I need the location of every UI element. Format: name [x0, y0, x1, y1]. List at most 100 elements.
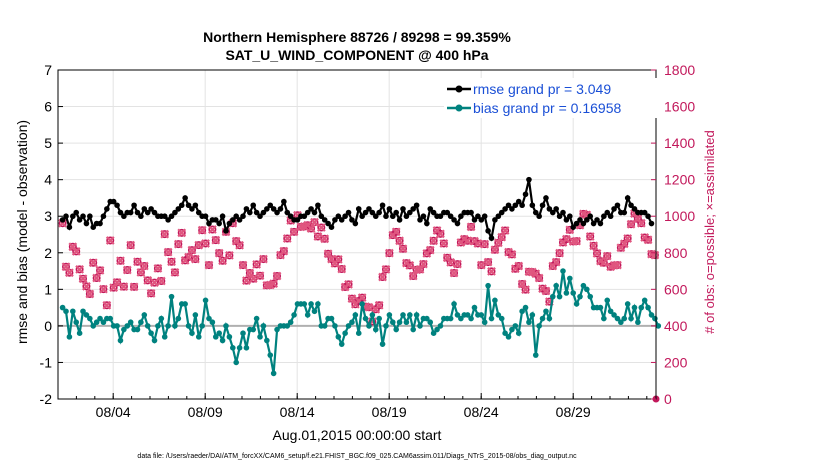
assimilated-obs-stroke [636, 218, 646, 228]
rmse-point [355, 206, 362, 212]
assimilated-obs-stroke [197, 225, 207, 235]
assimilated-obs-point [589, 241, 599, 251]
assimilated-obs-point [613, 260, 622, 270]
assimilated-obs-point [184, 252, 193, 262]
rmse-point [396, 217, 403, 223]
rmse-point [138, 213, 144, 220]
possible-obs-point [79, 274, 88, 283]
assimilated-obs-point [466, 222, 476, 232]
rmse-point [73, 209, 80, 216]
possible-obs-point [242, 276, 251, 285]
assimilated-obs-stroke [466, 222, 476, 232]
bias-point [376, 315, 382, 322]
rmse-point [97, 220, 103, 227]
possible-obs-point [191, 255, 200, 264]
assimilated-obs-stroke [214, 248, 224, 258]
assimilated-obs-stroke [439, 239, 449, 248]
possible-obs-point [337, 265, 346, 274]
bias-point [332, 323, 338, 329]
bias-point [342, 330, 348, 337]
rmse-point [66, 224, 73, 230]
assimilated-obs-point [163, 247, 173, 257]
bias-point [165, 323, 171, 329]
assimilated-obs-point [92, 273, 102, 283]
bias-point [597, 304, 604, 311]
assimilated-obs-point [333, 255, 343, 264]
assimilated-obs-stroke [623, 234, 633, 243]
assimilated-obs-point [153, 264, 163, 273]
x-tick-label: 08/09 [188, 404, 223, 420]
assimilated-obs-stroke [521, 285, 530, 295]
bias-point [359, 301, 365, 307]
assimilated-obs-point [259, 254, 268, 264]
rmse-point [274, 209, 280, 216]
assimilated-obs-stroke [487, 267, 496, 276]
possible-obs-point [133, 257, 142, 266]
y-axis-label: rmse and bias (model - observation) [14, 120, 30, 344]
y-right-tick-label: 600 [664, 281, 688, 297]
assimilated-obs-point [585, 232, 595, 241]
rmse-point [400, 206, 406, 212]
bias-point [536, 323, 542, 329]
possible-obs-point [119, 282, 128, 291]
assimilated-obs-stroke [269, 279, 279, 289]
bias-point [206, 315, 212, 322]
rmse-point [165, 217, 171, 223]
bias-point [240, 330, 246, 337]
rmse-point [420, 213, 427, 220]
rmse-point [141, 206, 148, 212]
bias-point [488, 315, 495, 322]
bias-point [284, 323, 291, 329]
possible-obs-point [586, 232, 595, 241]
assimilated-obs-stroke [483, 257, 493, 267]
possible-obs-point [392, 227, 401, 236]
assimilated-obs-point [136, 268, 146, 277]
rmse-point [631, 206, 638, 212]
assimilated-obs-point [439, 239, 449, 248]
possible-obs-point [555, 249, 564, 258]
possible-obs-point [123, 266, 132, 275]
assimilated-obs-stroke [65, 268, 74, 278]
bias-point [100, 319, 107, 326]
rmse-point [345, 209, 352, 216]
assimilated-obs-stroke [463, 236, 473, 246]
assimilated-obs-stroke [337, 264, 347, 274]
rmse-point [379, 202, 386, 209]
rmse-point [257, 213, 263, 220]
rmse-point [151, 209, 158, 216]
bias-point [114, 323, 120, 329]
chart-subtitle: SAT_U_WIND_COMPONENT @ 400 hPa [225, 47, 488, 63]
rmse-point [267, 202, 274, 209]
rmse-point [553, 206, 559, 212]
bias-point [413, 312, 420, 318]
y-right-tick-label: 1000 [664, 208, 695, 224]
bias-point [529, 312, 536, 318]
y-right-tick-label: 400 [664, 318, 688, 334]
bias-point [655, 323, 662, 329]
rmse-point [556, 213, 563, 220]
assimilated-obs-point [167, 257, 176, 267]
assimilated-obs-point [347, 294, 357, 304]
assimilated-obs-stroke [238, 260, 248, 270]
bias-point [355, 330, 362, 337]
rmse-point [114, 202, 120, 209]
assimilated-obs-stroke [415, 265, 425, 274]
possible-obs-point [480, 240, 489, 249]
bias-point [580, 282, 587, 289]
assimilated-obs-point [225, 251, 234, 260]
rmse-point [76, 217, 83, 223]
rmse-point [451, 217, 457, 223]
rmse-point [253, 209, 260, 216]
assimilated-obs-point [500, 226, 510, 235]
bias-point [250, 326, 257, 333]
assimilated-obs-stroke [347, 294, 357, 304]
bias-point [515, 330, 522, 337]
assimilated-obs-point [517, 279, 527, 289]
bias-point [553, 282, 559, 289]
x-axis-label: Aug.01,2015 00:00:00 start [273, 427, 442, 443]
assimilated-obs-point [320, 234, 330, 244]
rmse-point [148, 206, 154, 212]
rmse-point [594, 217, 600, 223]
assimilated-obs-stroke [381, 265, 391, 274]
rmse-point [481, 213, 488, 220]
